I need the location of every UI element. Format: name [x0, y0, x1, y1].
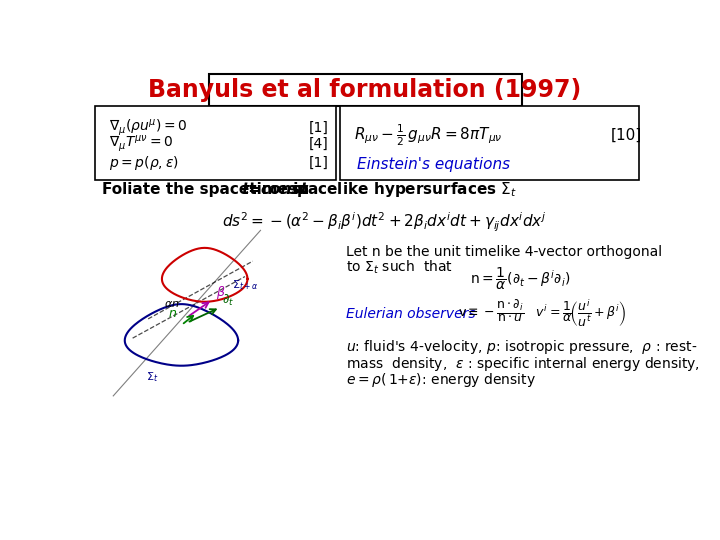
Text: Eulerian observers: Eulerian observers [346, 307, 475, 321]
Text: [1]: [1] [309, 121, 328, 135]
Text: t=const: t=const [241, 182, 308, 197]
Text: $e{=}\rho(\,1{+}\varepsilon)$: energy density: $e{=}\rho(\,1{+}\varepsilon)$: energy de… [346, 371, 536, 389]
Text: $\mathrm{v} \equiv -\dfrac{\mathrm{n}\cdot\partial_i}{\mathrm{n}\cdot u} \quad v: $\mathrm{v} \equiv -\dfrac{\mathrm{n}\cd… [458, 298, 626, 329]
Text: [4]: [4] [309, 137, 328, 151]
Text: Einstein's equations: Einstein's equations [357, 157, 510, 172]
Text: $\alpha n$: $\alpha n$ [163, 299, 179, 309]
Text: $\Sigma_t$: $\Sigma_t$ [145, 370, 158, 384]
Text: $\Sigma_{t+\alpha}$: $\Sigma_{t+\alpha}$ [232, 278, 258, 292]
Text: to $\Sigma_t$ such  that: to $\Sigma_t$ such that [346, 259, 453, 276]
Text: $\beta$: $\beta$ [215, 284, 225, 301]
Text: Foliate the spacetime in: Foliate the spacetime in [102, 182, 314, 197]
Text: $ds^2 = -(\alpha^2 - \beta_i\beta^i)dt^2 + 2\beta_i dx^i dt + \gamma_{ij}dx^i dx: $ds^2 = -(\alpha^2 - \beta_i\beta^i)dt^2… [222, 211, 546, 234]
FancyBboxPatch shape [341, 106, 639, 180]
Text: $\mathrm{n} = \dfrac{1}{\alpha}(\partial_t - \beta^i\partial_i)$: $\mathrm{n} = \dfrac{1}{\alpha}(\partial… [469, 266, 570, 292]
Text: $\nabla_{\mu} T^{\mu\nu} = 0$: $\nabla_{\mu} T^{\mu\nu} = 0$ [109, 134, 174, 154]
Text: $\nabla_{\mu}(\rho u^{\mu}) = 0$: $\nabla_{\mu}(\rho u^{\mu}) = 0$ [109, 118, 188, 138]
Text: $p = p(\rho, \varepsilon)$: $p = p(\rho, \varepsilon)$ [109, 153, 179, 172]
Text: spacelike hypersurfaces $\Sigma_t$: spacelike hypersurfaces $\Sigma_t$ [282, 180, 518, 199]
Text: $u$: fluid's 4-velocity, $p$: isotropic pressure,  $\rho$ : rest-: $u$: fluid's 4-velocity, $p$: isotropic … [346, 339, 697, 356]
Text: $R_{\mu\nu} - \frac{1}{2}\, g_{\mu\nu} R = 8\pi T_{\mu\nu}$: $R_{\mu\nu} - \frac{1}{2}\, g_{\mu\nu} R… [354, 123, 502, 148]
Text: Let n be the unit timelike 4-vector orthogonal: Let n be the unit timelike 4-vector orth… [346, 245, 662, 259]
FancyBboxPatch shape [209, 74, 522, 106]
Text: [10]: [10] [611, 128, 642, 143]
FancyBboxPatch shape [94, 106, 336, 180]
Text: Banyuls et al formulation (1997): Banyuls et al formulation (1997) [148, 78, 582, 102]
Text: mass  density,  $\varepsilon$ : specific internal energy density,: mass density, $\varepsilon$ : specific i… [346, 355, 700, 373]
Text: $n$: $n$ [168, 307, 176, 320]
Text: [1]: [1] [309, 156, 328, 170]
Text: $\partial_t$: $\partial_t$ [222, 293, 234, 308]
